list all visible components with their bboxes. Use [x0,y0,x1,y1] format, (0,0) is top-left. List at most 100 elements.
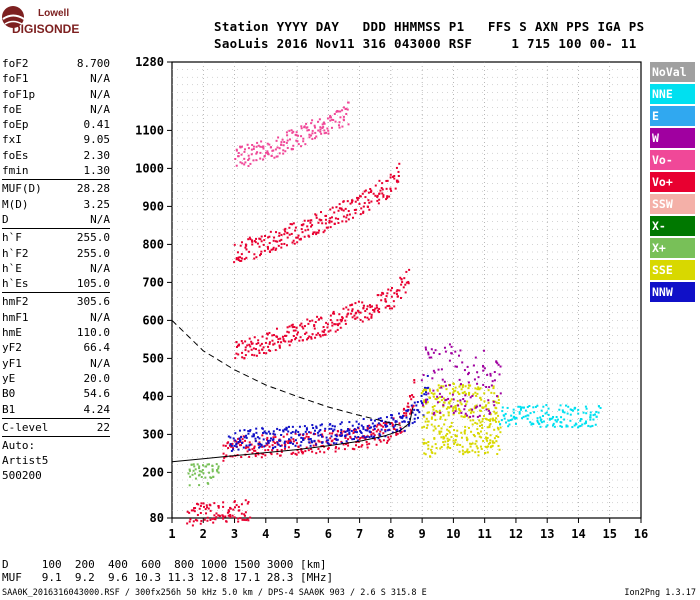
echo-point [271,334,274,337]
echo-point [313,325,316,328]
echo-point [267,345,270,348]
echo-point [234,432,237,435]
echo-point [317,221,320,224]
echo-point [307,436,310,439]
echo-point [303,235,306,238]
echo-point [263,249,266,252]
echo-point [395,432,398,435]
echo-point [240,145,243,148]
echo-point [362,307,365,310]
logo-text-lowell: Lowell [38,8,69,19]
echo-point [380,294,383,297]
echo-point [370,315,373,318]
param-value: N/A [90,212,110,226]
echo-point [325,226,328,229]
echo-point [348,213,351,216]
echo-point [405,270,408,273]
echo-point [276,448,279,451]
echo-point [282,338,285,341]
echo-point [316,231,319,234]
echo-point [316,431,319,434]
echo-point [450,425,453,428]
x-tick-label: 5 [293,527,300,541]
echo-point [310,219,313,222]
echo-point [251,435,254,438]
param-value: 8.700 [76,57,110,70]
echo-point [541,414,544,417]
echo-point [437,397,440,400]
echo-point [406,410,409,413]
echo-point [478,432,481,435]
echo-point [258,254,261,257]
echo-point [514,422,517,425]
echo-point [270,155,273,158]
echo-point [306,318,309,321]
echo-point [235,445,238,448]
echo-point [487,408,490,411]
echo-point [292,222,295,225]
echo-point [235,341,238,344]
echo-point [188,484,191,487]
echo-point [570,409,573,412]
echo-point [273,156,276,159]
echo-point [196,463,199,466]
echo-point [237,517,240,520]
echo-point [477,386,480,389]
echo-point [341,220,344,223]
echo-point [433,437,436,440]
param-value: 9.05 [83,133,111,147]
echo-point [497,420,500,423]
echo-point [276,146,279,149]
echo-point [269,439,272,442]
echo-point [243,157,246,160]
echo-point [290,432,293,435]
echo-point [266,142,269,145]
echo-point [497,363,500,366]
echo-point [440,386,443,389]
echo-point [319,433,322,436]
echo-point [278,428,281,431]
echo-point [432,395,435,398]
param-value: N/A [90,72,110,86]
echo-point [340,207,343,210]
echo-point [390,295,393,298]
echo-point [495,420,498,423]
echo-point [496,362,499,365]
echo-point [287,440,290,443]
echo-point [482,383,485,386]
echo-point [297,134,300,137]
echo-point [261,434,264,437]
echo-point [280,246,283,249]
muf-curve [171,320,407,428]
echo-point [390,286,393,289]
echo-point [395,166,398,169]
param-note: 500200 [2,469,42,483]
echo-point [259,445,262,448]
echo-point [471,449,474,452]
echo-point [443,346,446,349]
echo-point [468,391,471,394]
echo-point [262,145,265,148]
echo-point [272,149,275,152]
echo-point [222,517,225,520]
echo-point [311,129,314,132]
echo-point [551,417,554,420]
echo-point [294,432,297,435]
echo-point [251,240,254,243]
echo-point [446,443,449,446]
echo-point [237,258,240,261]
echo-point [355,208,358,211]
echo-point [234,439,237,442]
echo-point [456,399,459,402]
param-separator [2,417,110,419]
echo-point [392,417,395,420]
echo-point [487,389,490,392]
echo-point [447,401,450,404]
echo-point [485,408,488,411]
echo-point [389,435,392,438]
echo-point [427,420,430,423]
echo-point [390,189,393,192]
echo-point [462,453,465,456]
echo-point [452,391,455,394]
echo-point [301,339,304,342]
